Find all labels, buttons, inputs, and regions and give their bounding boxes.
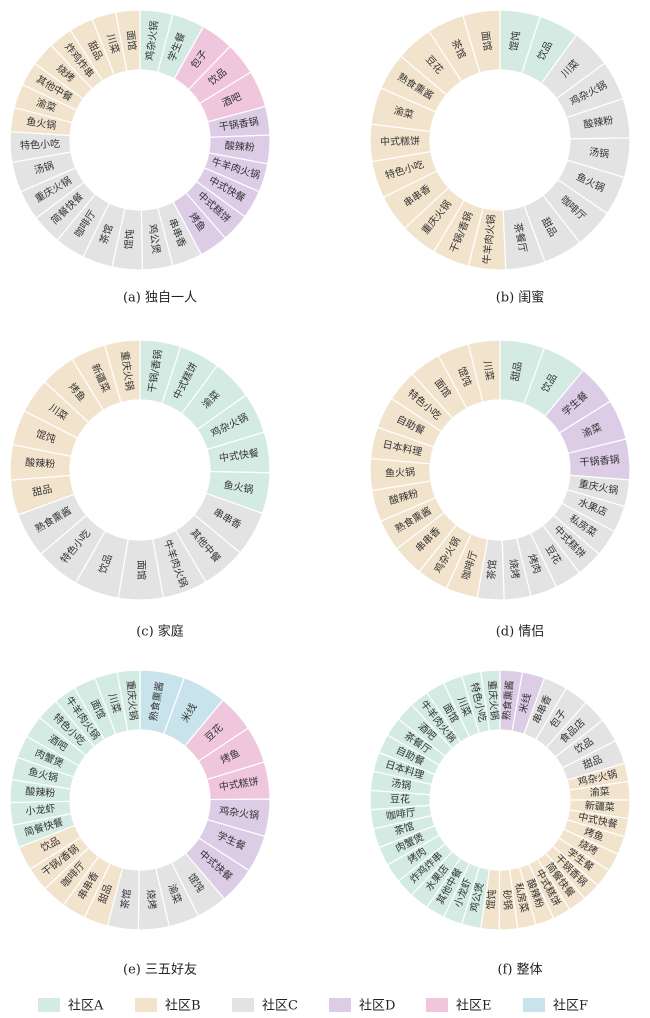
chart-title: (f) 整体 [497, 963, 542, 978]
slice-label: 甜品 [31, 482, 53, 499]
slice-label: 馄饨 [122, 229, 137, 250]
wedge [116, 669, 141, 732]
slice-label: 新疆菜 [584, 799, 615, 814]
chart-title: (e) 三五好友 [123, 962, 197, 978]
legend-label: 社区B [165, 998, 201, 1014]
legend-label: 社区C [262, 998, 298, 1014]
slice-label: 面馆 [124, 30, 139, 51]
slice-label: 砂锅 [500, 889, 514, 910]
slice-label: 重庆火锅 [486, 680, 502, 721]
legend-swatch [523, 998, 545, 1012]
slice-label: 特色小吃 [20, 137, 61, 152]
slice-label: 咖啡厅 [385, 806, 416, 822]
legend-swatch [38, 998, 60, 1012]
slice-label: 酸辣粉 [224, 139, 255, 154]
slice-label: 小龙虾 [25, 802, 56, 818]
slice-label: 汤锅 [588, 145, 610, 161]
chart-title: (d) 情侣 [496, 625, 545, 640]
legend-label: 社区F [553, 998, 588, 1014]
slice-label: 烧烤 [507, 558, 523, 580]
slice-label: 酸辣粉 [25, 456, 56, 471]
slice-label: 茶馆 [485, 559, 499, 580]
slice-label: 烧烤 [144, 889, 159, 910]
wedge [114, 9, 141, 72]
slice-label: 重庆火锅 [124, 680, 140, 721]
chart-title: (c) 家庭 [136, 624, 184, 640]
chart-title: (b) 闺蜜 [496, 291, 545, 306]
legend-label: 社区A [68, 998, 104, 1014]
slice-label: 汤锅 [390, 776, 412, 792]
slice-label: 馄饨 [484, 889, 499, 910]
slice-label: 酸辣粉 [25, 785, 56, 800]
slice-label: 鸡公煲 [146, 223, 163, 254]
chart-title: (a) 独自一人 [123, 291, 197, 306]
legend-label: 社区E [456, 998, 492, 1014]
slice-label: 甜品 [508, 360, 524, 382]
legend-label: 社区D [359, 998, 395, 1014]
slice-label: 渝菜 [589, 785, 610, 799]
slice-label: 熟食熏酱 [500, 680, 516, 721]
wedge [103, 339, 141, 404]
legend-swatch [426, 998, 448, 1012]
slice-label: 干锅香锅 [579, 454, 620, 469]
slice-label: 馄饨 [507, 30, 523, 52]
slice-label: 中式糕饼 [380, 134, 420, 148]
slice-label: 川菜 [104, 33, 121, 56]
slice-label: 面馆 [135, 560, 148, 580]
slice-label: 面馆 [479, 30, 495, 52]
wedge [467, 339, 501, 403]
slice-label: 茶馆 [118, 888, 134, 910]
wedge [462, 9, 501, 74]
slice-label: 干锅香锅 [218, 116, 259, 134]
legend-swatch [135, 998, 157, 1012]
legend-swatch [232, 998, 254, 1012]
legend-swatch [329, 998, 351, 1012]
slice-label: 川菜 [106, 692, 123, 714]
slice-label: 鱼火锅 [385, 465, 415, 479]
slice-label: 豆花 [390, 793, 410, 806]
wedge [479, 669, 501, 732]
slice-label: 川菜 [481, 360, 495, 381]
